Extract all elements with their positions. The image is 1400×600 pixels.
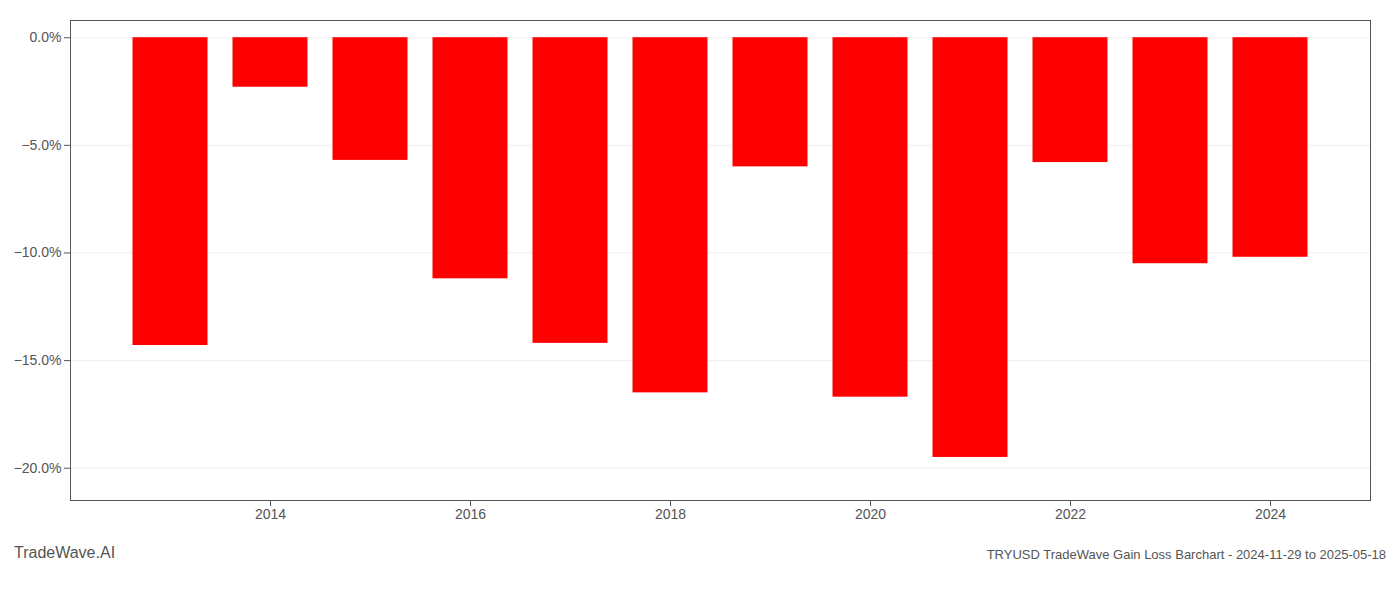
html-text:TRYUSD TradeWave Gain Loss Bar: TRYUSD TradeWave Gain Loss Barchart - 20… — [986, 547, 1386, 562]
svg-text:−5.0%: −5.0% — [21, 137, 61, 153]
svg-text:2018: 2018 — [655, 506, 686, 522]
svg-text:−20.0%: −20.0% — [14, 460, 62, 476]
svg-text:2014: 2014 — [255, 506, 286, 522]
svg-text:−10.0%: −10.0% — [14, 244, 62, 260]
svg-text:−15.0%: −15.0% — [14, 352, 62, 368]
svg-text:2024: 2024 — [1255, 506, 1286, 522]
svg-text:2020: 2020 — [855, 506, 886, 522]
svg-text:0.0%: 0.0% — [30, 29, 62, 45]
svg-text:2016: 2016 — [455, 506, 486, 522]
html-text:TradeWave.AI: TradeWave.AI — [14, 544, 116, 561]
svg-text:2022: 2022 — [1055, 506, 1086, 522]
